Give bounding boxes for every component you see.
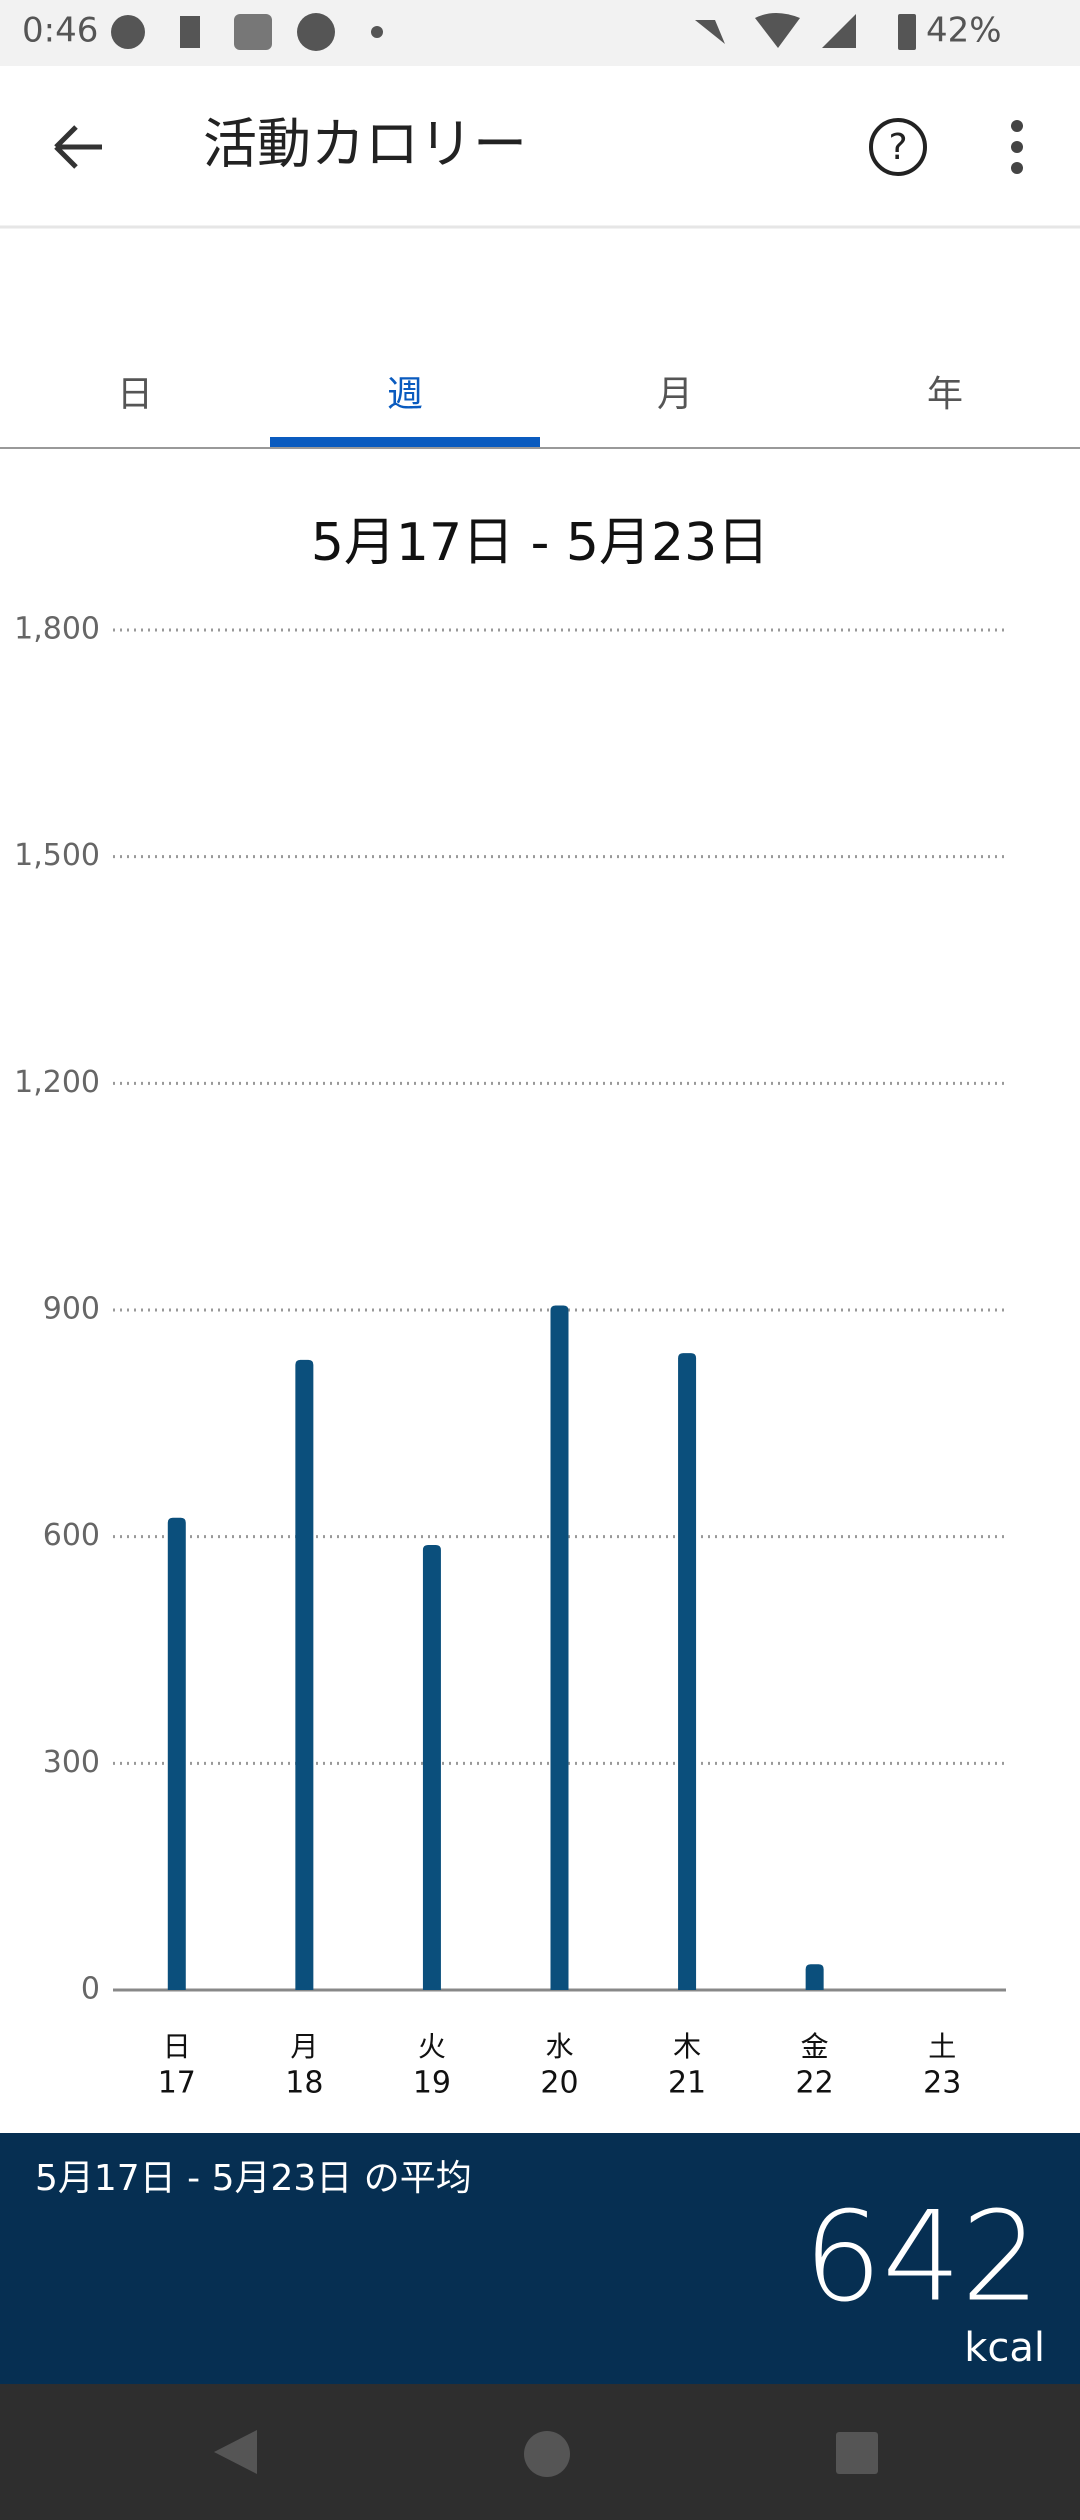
summary-unit: kcal <box>964 2325 1045 2371</box>
bar <box>805 1964 824 1990</box>
chart-title: 5月17日 - 5月23日 <box>311 513 769 573</box>
status-icon <box>111 15 145 49</box>
y-tick-label: 900 <box>43 1292 100 1327</box>
x-tick-label: 水 <box>545 2030 573 2063</box>
menu-button[interactable] <box>1011 120 1023 174</box>
help-button[interactable] <box>869 118 927 176</box>
nav-recents[interactable] <box>836 2432 878 2474</box>
app-bar <box>0 66 1080 226</box>
x-tick-date: 21 <box>668 2066 706 2101</box>
app-title: 活動カロリー <box>203 113 527 176</box>
x-tick-date: 18 <box>285 2066 323 2101</box>
x-tick-label: 日 <box>163 2030 191 2063</box>
nav-back[interactable] <box>214 2430 257 2474</box>
status-time: 0:46 <box>22 11 98 51</box>
x-tick-date: 22 <box>796 2066 834 2101</box>
wifi-icon <box>755 13 800 48</box>
nav-home[interactable] <box>524 2431 570 2477</box>
tab[interactable]: 年 <box>927 374 963 415</box>
status-icon <box>297 13 335 51</box>
summary-value: 642 <box>803 2185 1040 2329</box>
mute-icon <box>695 20 725 44</box>
help-icon: ? <box>888 127 907 168</box>
tab[interactable]: 月 <box>657 374 693 415</box>
x-tick-date: 19 <box>413 2066 451 2101</box>
y-tick-label: 1,800 <box>14 612 100 647</box>
status-icon <box>234 14 272 50</box>
x-tick-label: 月 <box>290 2030 318 2063</box>
bar <box>550 1305 569 1990</box>
summary-panel <box>0 2133 1080 2384</box>
tab[interactable]: 日 <box>117 374 153 415</box>
status-icon <box>180 16 200 48</box>
status-bar <box>0 0 1080 66</box>
tab[interactable]: 週 <box>387 374 423 415</box>
x-tick-date: 20 <box>540 2066 578 2101</box>
bar <box>422 1544 441 1990</box>
status-icon <box>371 26 383 38</box>
signal-icon <box>822 14 856 48</box>
tab-indicator <box>270 437 540 447</box>
y-tick-label: 0 <box>81 1972 100 2007</box>
bar <box>678 1353 697 1990</box>
battery-icon <box>898 14 916 50</box>
bar <box>295 1359 314 1990</box>
x-tick-label: 木 <box>673 2030 701 2063</box>
back-button[interactable] <box>54 125 102 169</box>
x-tick-label: 土 <box>928 2030 956 2063</box>
x-tick-label: 金 <box>801 2030 829 2063</box>
y-tick-label: 1,200 <box>14 1065 100 1100</box>
summary-label: 5月17日 - 5月23日 の平均 <box>35 2158 472 2199</box>
battery-text: 42% <box>926 11 1002 51</box>
y-tick-label: 600 <box>43 1518 100 1553</box>
y-tick-label: 1,500 <box>14 838 100 873</box>
x-tick-label: 火 <box>418 2030 446 2063</box>
x-tick-date: 17 <box>158 2066 196 2101</box>
y-tick-label: 300 <box>43 1745 100 1780</box>
x-tick-date: 23 <box>923 2066 961 2101</box>
bar <box>167 1517 186 1990</box>
